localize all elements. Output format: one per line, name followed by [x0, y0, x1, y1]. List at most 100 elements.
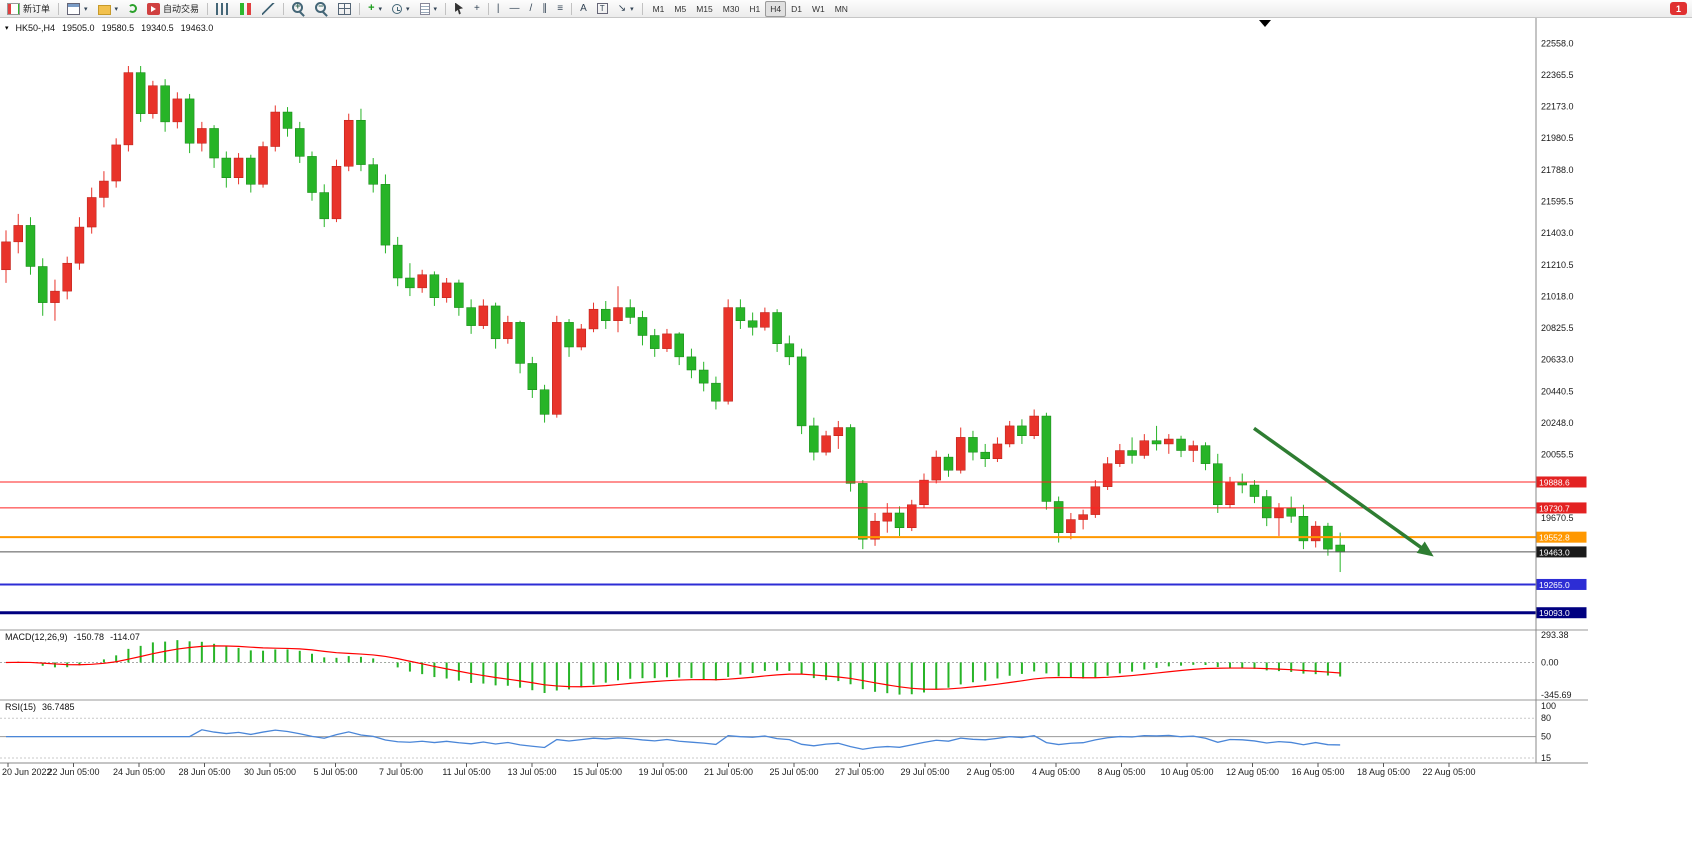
channel-button[interactable]: ∥ — [538, 0, 551, 17]
line-chart-button[interactable] — [258, 0, 279, 17]
timeframe-w1-button[interactable]: W1 — [811, 3, 825, 14]
candle-body — [968, 437, 978, 453]
candle-body — [1115, 450, 1125, 464]
price-axis-label: 21403.0 — [1541, 228, 1574, 238]
time-axis-label: 10 Aug 05:00 — [1160, 767, 1213, 777]
period-button[interactable]: ▾ — [388, 0, 414, 17]
candle-body — [821, 435, 831, 453]
profiles-button[interactable]: ▾ — [94, 0, 123, 17]
chart-shift-marker-icon[interactable] — [1259, 20, 1271, 27]
candle-body — [135, 72, 146, 114]
zoom-in-button[interactable]: + — [288, 0, 309, 17]
time-axis-label: 16 Aug 05:00 — [1291, 767, 1344, 777]
time-axis-label: 22 Jun 05:00 — [47, 767, 99, 777]
timeframe-h1-button[interactable]: H1 — [749, 3, 761, 14]
high-value: 19580.5 — [101, 23, 135, 33]
notification-badge[interactable]: 1 — [1670, 2, 1687, 15]
time-axis-label: 15 Jul 05:00 — [573, 767, 622, 777]
candle-body — [870, 520, 880, 540]
candle-body — [1, 241, 11, 271]
horizontal-line-button[interactable]: — — [506, 0, 524, 17]
candle-body — [576, 328, 587, 348]
vertical-line-button-glyph-icon: | — [496, 3, 500, 14]
candle-body — [1090, 486, 1101, 515]
macd-scale-label: 0.00 — [1541, 657, 1559, 667]
tile-windows-button[interactable] — [334, 0, 355, 17]
linechart-icon — [262, 2, 276, 15]
candle-body — [747, 320, 758, 328]
price-axis: 22558.0 22365.5 22173.0 21980.5 21788.0 21595… — [1541, 38, 1574, 522]
candlestick-chart-button[interactable] — [235, 0, 256, 17]
candle-body — [417, 274, 427, 289]
text-label-button[interactable]: T — [593, 0, 612, 17]
candle-body — [37, 266, 48, 303]
candle-body — [625, 307, 635, 318]
bars-icon — [216, 2, 230, 15]
timeframe-m30-button[interactable]: M30 — [722, 3, 740, 14]
price-line-tag-label: 19463.0 — [1539, 547, 1570, 557]
new-chart-button[interactable]: ▾ — [63, 0, 92, 17]
text-button[interactable]: A — [576, 0, 591, 17]
trend-arrow-annotation[interactable] — [1252, 426, 1430, 554]
macd-signal-value: -114.07 — [110, 632, 140, 642]
candle-body — [1053, 501, 1064, 533]
toolbar: 新订单 ▾ ▾ 自动交易 + − + ▾ ▾ ▾ + | — / ∥ ≡ A T ↘ ▾ M1 M5 M15 M30 H1 H4 D… — [0, 0, 1692, 18]
candle-body — [735, 307, 746, 321]
candle-body — [980, 451, 990, 459]
trendline-button[interactable]: / — [526, 0, 537, 17]
timeframe-d1-button[interactable]: D1 — [791, 3, 802, 14]
crosshair-button[interactable]: + — [470, 0, 484, 17]
candle-body — [711, 382, 721, 402]
timeframe-h4-button[interactable]: H4 — [765, 0, 787, 17]
auto-trading-button[interactable]: 自动交易 — [143, 0, 203, 17]
price-line-tag — [1536, 546, 1587, 558]
arrows-button[interactable]: ↘ ▾ — [614, 0, 638, 17]
candle-body — [197, 128, 207, 144]
toolbar-separator — [207, 2, 209, 15]
zoom-out-button[interactable]: − — [311, 0, 332, 17]
new-order-button[interactable]: 新订单 — [3, 0, 54, 17]
rsi-line — [6, 729, 1341, 750]
chart-canvas[interactable]: 22558.0 22365.5 22173.0 21980.5 21788.0 21595… — [0, 18, 1692, 843]
candle-body — [1029, 415, 1039, 436]
price-axis-label: 21018.0 — [1541, 291, 1574, 301]
candle-body — [1078, 514, 1088, 520]
crosshair-button-glyph-icon: + — [474, 3, 480, 14]
timeframe-m5-button[interactable]: M5 — [674, 3, 687, 14]
candle-body — [74, 226, 85, 264]
templates-button[interactable]: ▾ — [416, 0, 442, 17]
candle-body — [319, 192, 329, 220]
timeframe-mn-button[interactable]: MN — [834, 3, 848, 14]
time-axis-label: 5 Jul 05:00 — [313, 767, 357, 777]
rsi-value: 36.7485 — [42, 702, 75, 712]
cursor-button[interactable] — [450, 0, 468, 17]
price-line-tag-label: 19730.7 — [1539, 503, 1570, 513]
toolbar-separator — [641, 2, 643, 15]
vertical-line-button[interactable]: | — [493, 0, 504, 17]
price-axis-label: 20055.5 — [1541, 450, 1574, 460]
chart-area[interactable]: 22558.0 22365.5 22173.0 21980.5 21788.0 21595… — [0, 18, 1692, 843]
timeframe-m15-button[interactable]: M15 — [696, 3, 713, 14]
candle-body — [515, 322, 525, 364]
dropdown-caret-icon: ▾ — [630, 5, 634, 13]
macd-name: MACD(12,26,9) — [5, 632, 68, 642]
candle-body — [1102, 463, 1113, 487]
refresh-button[interactable] — [124, 0, 141, 17]
time-axis-label: 19 Jul 05:00 — [638, 767, 687, 777]
bar-chart-button[interactable] — [212, 0, 233, 17]
timeframe-m1-button[interactable]: M1 — [652, 3, 665, 14]
time-axis-label: 29 Jul 05:00 — [900, 767, 949, 777]
candle-body — [184, 98, 195, 144]
macd-scale-label: -345.69 — [1541, 690, 1572, 700]
fibonacci-button[interactable]: ≡ — [553, 0, 567, 17]
candle-body — [295, 128, 305, 157]
timeframe-group: M1 M5 M15 M30 H1 H4 D1 W1 MN — [648, 0, 853, 17]
indicators-button[interactable]: + ▾ — [364, 0, 386, 17]
candle-body — [601, 308, 611, 321]
candle-body — [637, 317, 648, 336]
candle-body — [1164, 438, 1174, 445]
clock-icon — [392, 3, 403, 14]
toolbar-separator — [487, 2, 489, 15]
toolbar-separator — [571, 2, 573, 15]
cursor-icon — [455, 2, 464, 15]
